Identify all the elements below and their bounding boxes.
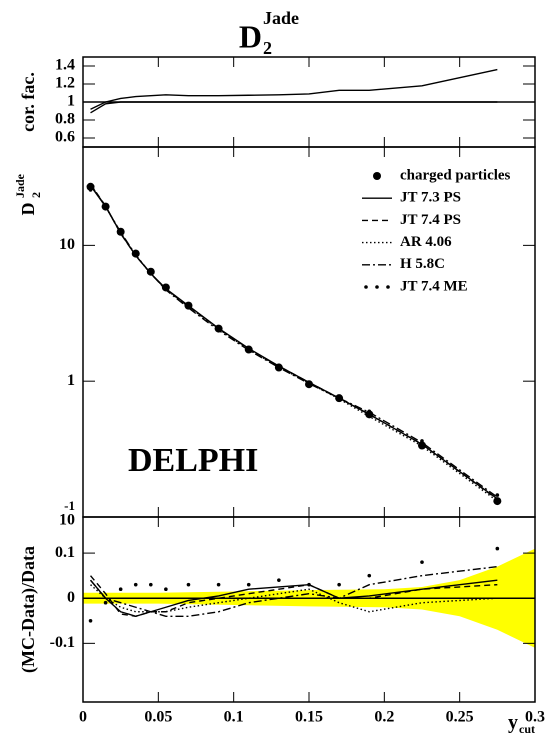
y-tick-label: 1.4	[55, 57, 75, 74]
x-label: y	[508, 712, 518, 734]
x-tick-label: 0.2	[374, 709, 394, 726]
y-label-main: D	[18, 203, 38, 216]
mc-marker	[277, 578, 281, 582]
y-label: (MC-Data)/Data	[18, 546, 39, 673]
mc-line	[89, 575, 498, 617]
x-tick-label: 0.05	[144, 709, 172, 726]
y-tick-label: 1	[67, 372, 75, 389]
mc-marker	[216, 325, 221, 329]
legend-label: JT 7.4 ME	[400, 278, 468, 294]
x-label-sub: cut	[519, 722, 535, 736]
mc-line	[90, 101, 498, 114]
mc-marker	[337, 582, 341, 587]
legend-symbol	[375, 285, 379, 289]
mc-marker	[103, 600, 108, 605]
data-point	[146, 267, 155, 276]
y-tick-label: 1	[67, 93, 75, 110]
legend-symbol	[386, 285, 390, 289]
y-label-sup: Jade	[13, 173, 27, 198]
mc-marker	[367, 409, 372, 414]
mc-marker	[186, 582, 191, 587]
y-tick-label: 0.8	[55, 111, 75, 128]
mc-marker	[133, 249, 138, 254]
title-sub: 2	[263, 38, 272, 58]
mc-marker	[103, 205, 108, 209]
mc-marker	[246, 582, 251, 587]
mc-marker	[149, 268, 153, 272]
y-label-sub: 2	[29, 192, 43, 198]
mc-marker	[420, 560, 424, 564]
annotation: DELPHI	[128, 442, 258, 479]
mc-marker	[367, 573, 372, 578]
y-tick-label-exponent: -1	[64, 498, 75, 513]
mc-line	[90, 584, 498, 613]
legend-label: JT 7.4 PS	[400, 212, 461, 228]
y-label: cor. fac.	[18, 72, 38, 132]
title-sup: Jade	[263, 8, 299, 28]
mc-marker	[495, 493, 500, 497]
mc-marker	[133, 582, 138, 587]
y-tick-label: 0	[67, 589, 75, 606]
mc-marker	[118, 587, 123, 591]
y-tick-label: -0.1	[50, 634, 75, 651]
mc-marker	[186, 302, 191, 306]
mc-marker	[88, 188, 93, 192]
mc-line	[89, 579, 498, 617]
mc-marker	[420, 439, 424, 443]
legend-symbol	[373, 172, 381, 180]
mc-marker	[216, 582, 221, 587]
y-tick-label: 0.1	[55, 544, 75, 561]
legend-label: JT 7.3 PS	[400, 190, 461, 206]
legend-label: H 5.8C	[400, 256, 445, 272]
mc-line	[89, 184, 498, 498]
mc-marker	[277, 363, 281, 368]
mc-marker	[118, 228, 123, 233]
y-label: cor. fac.	[18, 72, 38, 132]
legend-label: AR 4.06	[400, 234, 452, 250]
y-tick-label: 1.2	[55, 75, 75, 92]
mc-marker	[307, 380, 311, 385]
mc-line	[90, 68, 498, 110]
title: D	[239, 18, 262, 54]
y-label: (MC-Data)/Data	[18, 546, 39, 673]
mc-marker	[246, 346, 251, 350]
x-tick-label: 0.25	[446, 709, 474, 726]
mc-marker	[164, 284, 168, 289]
mc-marker	[149, 582, 153, 587]
x-tick-label: 0.3	[525, 709, 545, 726]
mc-marker	[307, 582, 311, 587]
mc-marker	[495, 546, 500, 551]
x-tick-label: 0.1	[224, 709, 244, 726]
y-tick-label: 10	[59, 512, 75, 529]
mc-marker	[164, 587, 168, 591]
y-tick-label: 10	[59, 236, 75, 253]
mc-line	[89, 565, 498, 617]
mc-marker	[337, 394, 341, 399]
mc-marker	[88, 618, 93, 623]
legend-label: charged particles	[400, 167, 511, 183]
legend-symbol	[364, 285, 368, 289]
x-tick-label: 0.15	[295, 709, 323, 726]
x-tick-label: 0	[79, 709, 87, 726]
y-tick-label: 0.6	[55, 129, 75, 146]
